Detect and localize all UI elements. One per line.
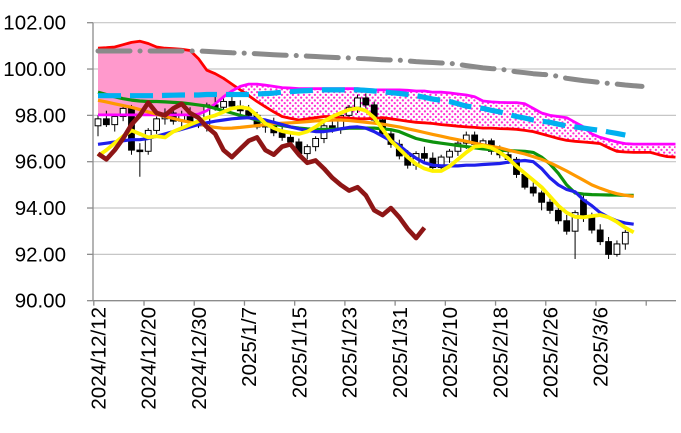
candle-body [153, 118, 160, 131]
x-axis-label: 2025/2/10 [439, 307, 462, 398]
candle-body [546, 201, 554, 211]
y-axis-label: 92.00 [15, 243, 66, 266]
candle-bearish [421, 146, 428, 162]
x-axis-label: 2024/12/12 [88, 307, 111, 410]
ma-gray-dashdot-line [95, 48, 645, 89]
candle-body [144, 129, 152, 152]
candle-body [228, 100, 236, 107]
candle-bullish [613, 240, 621, 257]
candle-body [554, 209, 562, 222]
y-axis-label: 90.00 [15, 290, 66, 313]
candle-bullish [111, 114, 119, 132]
candle-bullish [144, 128, 152, 155]
candle-body [354, 97, 361, 108]
y-axis-label: 102.00 [3, 12, 66, 35]
candle-bearish [605, 236, 612, 259]
candle-body [538, 192, 546, 203]
candle-body [119, 107, 127, 118]
candle-bearish [538, 190, 546, 211]
candle-bearish [429, 152, 437, 171]
candle-body [571, 212, 579, 232]
candle-body [421, 153, 428, 159]
ma-cyan-dashed-line [98, 87, 626, 138]
candle-body [303, 146, 311, 155]
x-axis-label: 2025/1/23 [339, 307, 362, 398]
candle-body [102, 118, 110, 126]
y-axis-label: 98.00 [15, 104, 66, 127]
candle-body [605, 241, 612, 255]
comparison-darkred-line [96, 100, 427, 241]
candle-bearish [546, 197, 554, 214]
candle-body [529, 186, 537, 194]
x-axis-labels: 2024/12/12 2024/12/20 2024/12/30 2025/1/7 20… [88, 307, 613, 410]
x-axis-label: 2025/1/15 [288, 307, 311, 398]
x-axis-label: 2025/1/31 [389, 307, 412, 398]
x-axis-label: 2025/2/18 [489, 307, 512, 398]
ma-orange-line [97, 98, 634, 198]
candle-body [613, 243, 621, 255]
y-axis-label: 94.00 [15, 197, 66, 220]
candle-body [446, 150, 453, 158]
candle-bullish [454, 140, 462, 156]
axes [87, 22, 676, 306]
y-axis-label: 100.00 [3, 58, 66, 81]
candle-bullish [312, 136, 320, 152]
x-axis-label: 2024/12/20 [138, 307, 161, 410]
candle-body [563, 220, 571, 232]
candle-body [136, 149, 144, 153]
candle-body [278, 132, 286, 138]
candle-bearish [362, 93, 370, 109]
candle-body [596, 229, 604, 243]
candle-bearish [563, 214, 571, 235]
candle-body [111, 116, 119, 126]
candle-bearish [596, 224, 604, 246]
ma-yellow-line [96, 105, 635, 234]
candle-bearish [529, 182, 537, 197]
candle-bullish [94, 115, 102, 137]
candle-bearish [136, 143, 144, 177]
candle-bullish [153, 116, 160, 134]
x-axis-label: 2024/12/30 [188, 307, 211, 410]
candle-bullish [119, 104, 127, 122]
x-axis-label: 2025/3/6 [590, 307, 613, 387]
candle-bullish [320, 123, 328, 144]
y-axis-labels: 102.00 100.00 98.00 96.00 94.00 92.00 90.00 [3, 12, 66, 313]
candle-body [362, 97, 370, 106]
candle-bullish [446, 148, 453, 163]
candle-body [462, 134, 470, 144]
candle-body [94, 118, 102, 127]
candle-body [312, 138, 320, 148]
candle-bearish [554, 206, 562, 225]
x-axis-label: 2025/2/26 [539, 307, 562, 398]
candle-body [287, 136, 294, 143]
candle-body [621, 231, 629, 245]
candle-bearish [102, 110, 110, 127]
cloud-border-red [97, 39, 676, 159]
candle-body [220, 100, 227, 108]
candle-bullish [303, 144, 311, 160]
candle-bullish [621, 230, 629, 250]
y-axis-label: 96.00 [15, 151, 66, 174]
x-axis-label: 2025/1/7 [238, 307, 261, 387]
